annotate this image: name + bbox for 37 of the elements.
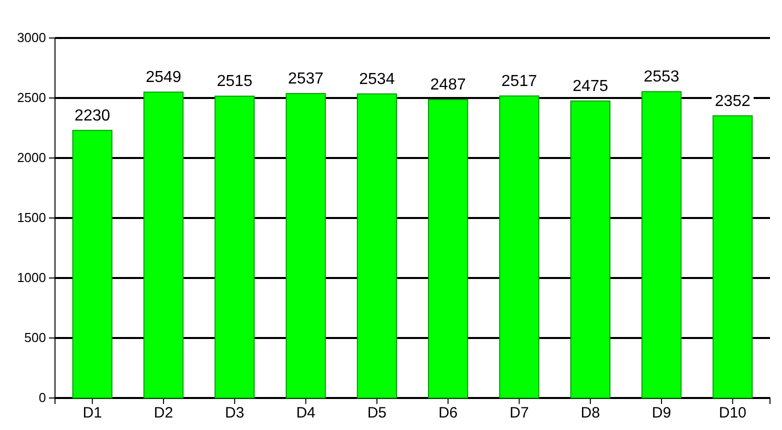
bar bbox=[641, 91, 682, 398]
bar bbox=[712, 115, 753, 398]
bar bbox=[143, 92, 184, 398]
x-tick-label: D7 bbox=[510, 404, 529, 422]
data-label: 2534 bbox=[359, 70, 395, 88]
data-label: 2553 bbox=[644, 68, 680, 86]
x-tick-label: D3 bbox=[225, 404, 244, 422]
data-label: 2517 bbox=[501, 72, 538, 90]
bar bbox=[499, 95, 540, 398]
x-tick-label: D1 bbox=[82, 404, 102, 422]
bar bbox=[286, 93, 326, 398]
data-label: 2475 bbox=[572, 78, 608, 95]
x-tick-label: D8 bbox=[580, 404, 600, 422]
x-tick-label: D5 bbox=[367, 404, 387, 422]
data-label: 2487 bbox=[430, 76, 466, 94]
x-tick-label: D6 bbox=[438, 404, 458, 422]
bar bbox=[72, 130, 112, 398]
x-tick-label: D2 bbox=[154, 404, 174, 422]
y-tick-label: 1000 bbox=[17, 270, 46, 286]
y-tick-label: 3000 bbox=[17, 30, 46, 46]
y-tick-label: 0 bbox=[38, 390, 46, 406]
data-label: 2352 bbox=[714, 92, 751, 110]
x-tick-label: D9 bbox=[652, 404, 672, 422]
data-label: 2515 bbox=[216, 73, 253, 90]
bar bbox=[356, 93, 397, 398]
x-tick-label: D4 bbox=[296, 404, 316, 422]
y-tick-label: 2500 bbox=[17, 90, 46, 106]
bar bbox=[428, 99, 468, 398]
x-tick-label: D10 bbox=[718, 404, 746, 422]
data-label: 2549 bbox=[146, 69, 182, 86]
bar bbox=[570, 100, 610, 398]
y-tick-label: 1500 bbox=[17, 210, 46, 226]
data-label: 2537 bbox=[288, 70, 324, 88]
y-tick-label: 2000 bbox=[17, 150, 46, 166]
bar bbox=[214, 96, 255, 398]
y-tick-label: 500 bbox=[24, 330, 46, 346]
data-label: 2230 bbox=[74, 107, 110, 124]
